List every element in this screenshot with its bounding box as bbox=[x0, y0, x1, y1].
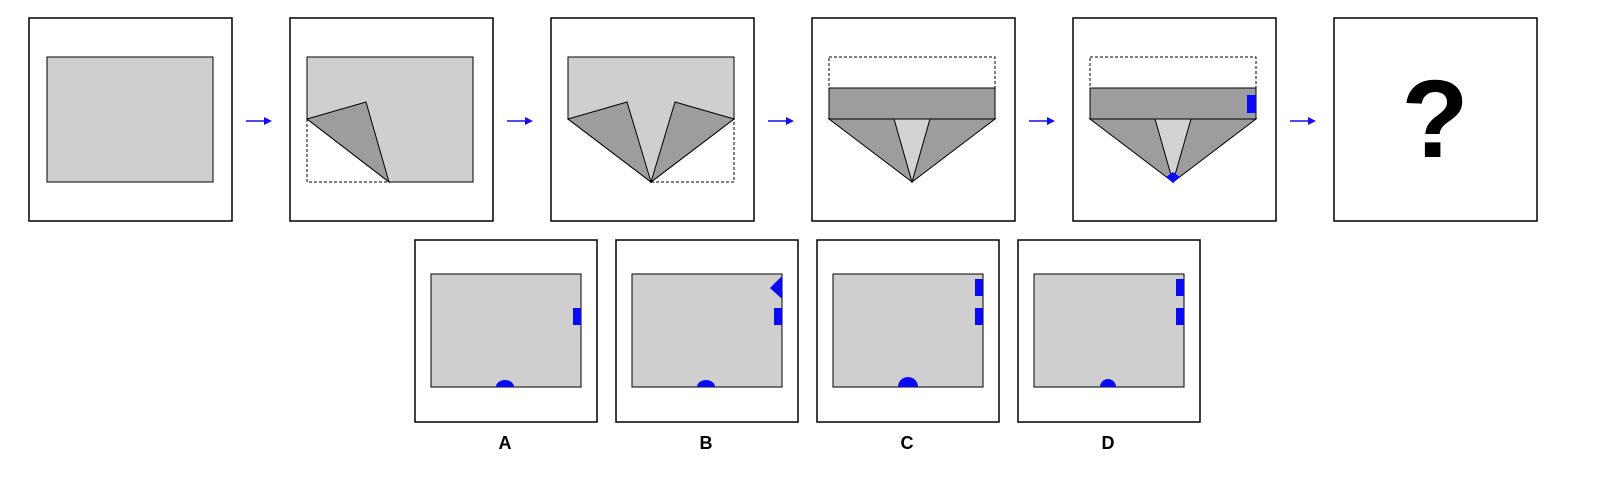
option-d-label: D bbox=[1102, 433, 1115, 453]
step-4-panel bbox=[811, 17, 1016, 222]
step-5-panel bbox=[1072, 17, 1277, 222]
option-c[interactable]: C bbox=[816, 239, 1000, 453]
option-d-lower-hole bbox=[1176, 308, 1184, 325]
option-a-label: A bbox=[499, 433, 512, 453]
arrow-5 bbox=[1290, 117, 1316, 125]
option-b-edge-hole bbox=[774, 308, 782, 325]
option-b-paper bbox=[631, 273, 783, 388]
option-a-edge-hole bbox=[573, 308, 581, 325]
option-b-corner-hole bbox=[770, 276, 782, 299]
option-a-bottom-hole bbox=[496, 380, 514, 387]
step-3-right-flap bbox=[650, 101, 736, 184]
option-a[interactable]: A bbox=[414, 239, 598, 453]
option-c-lower-hole bbox=[975, 308, 983, 325]
step-5-center-wedge bbox=[1154, 118, 1192, 184]
option-b[interactable]: B bbox=[615, 239, 799, 453]
step-2-panel bbox=[289, 17, 494, 222]
answer-frame bbox=[1333, 17, 1538, 222]
step-4-top-band bbox=[828, 87, 996, 120]
option-c-label: C bbox=[901, 433, 914, 453]
option-a-paper bbox=[430, 273, 582, 388]
step-3-panel bbox=[550, 17, 755, 222]
option-b-bottom-hole bbox=[697, 380, 715, 387]
option-d[interactable]: D bbox=[1017, 239, 1201, 453]
option-c-upper-hole bbox=[975, 279, 983, 296]
step-5-tip-hole bbox=[1166, 172, 1180, 183]
step-4-center-wedge bbox=[893, 118, 931, 184]
option-d-upper-hole bbox=[1176, 279, 1184, 296]
question-mark: ? bbox=[1401, 58, 1468, 181]
step-5-top-band bbox=[1089, 87, 1257, 120]
arrow-4 bbox=[1029, 117, 1055, 125]
arrow-1 bbox=[246, 117, 272, 125]
step-1-paper bbox=[46, 56, 214, 183]
option-d-bottom-hole bbox=[1100, 379, 1116, 387]
step-3-left-flap bbox=[566, 101, 652, 184]
step-5-edge-hole bbox=[1247, 95, 1256, 113]
step-1-panel bbox=[28, 17, 233, 222]
arrow-2 bbox=[507, 117, 533, 125]
option-d-paper bbox=[1033, 273, 1185, 388]
arrow-3 bbox=[768, 117, 794, 125]
step-2-fold-outline bbox=[306, 119, 389, 183]
option-c-paper bbox=[832, 273, 984, 388]
answer-panel: ? bbox=[1333, 17, 1538, 222]
step-2-flap bbox=[305, 101, 390, 184]
option-c-bottom-hole bbox=[898, 377, 918, 387]
step-3-fold-outline bbox=[651, 119, 735, 183]
option-b-label: B bbox=[700, 433, 713, 453]
